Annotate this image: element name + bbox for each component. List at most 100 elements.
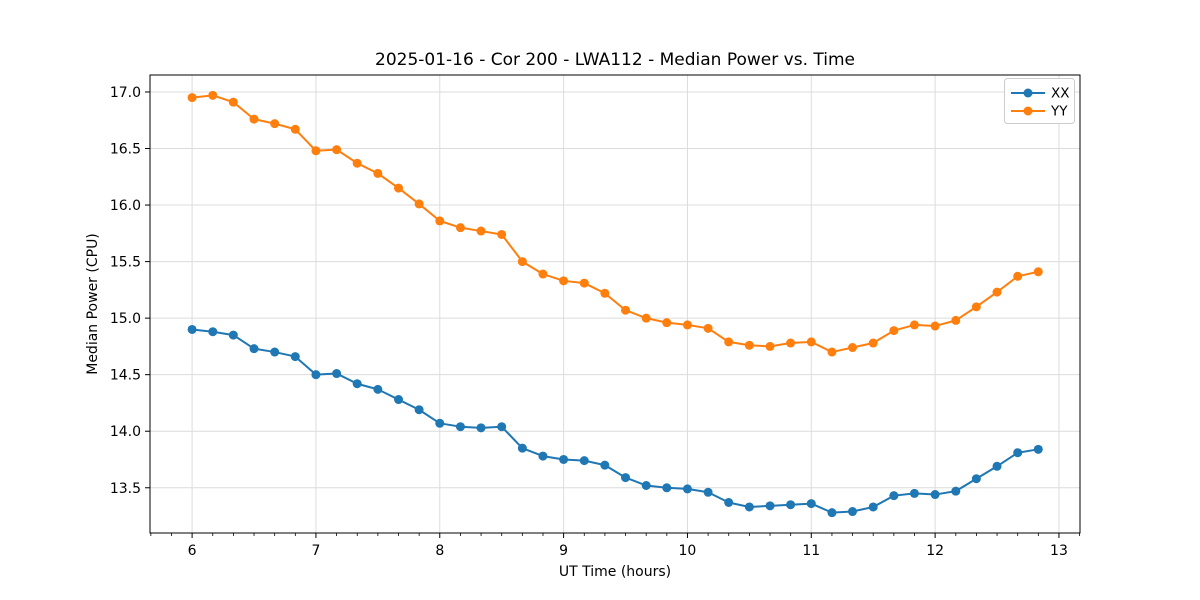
- data-point-XX: [559, 454, 569, 464]
- data-point-XX: [270, 347, 280, 357]
- data-point-YY: [827, 347, 837, 357]
- data-point-XX: [724, 497, 734, 507]
- data-point-YY: [249, 114, 259, 124]
- x-tick-label: 13: [1050, 543, 1068, 559]
- data-point-YY: [311, 146, 321, 156]
- x-tick-label: 7: [311, 543, 320, 559]
- data-point-XX: [682, 484, 692, 494]
- data-point-YY: [187, 93, 197, 103]
- data-point-XX: [290, 352, 300, 362]
- y-tick-label: 16.5: [110, 142, 141, 158]
- data-point-YY: [909, 320, 919, 330]
- data-point-YY: [765, 341, 775, 351]
- data-point-XX: [332, 369, 342, 379]
- data-point-YY: [724, 337, 734, 347]
- data-point-YY: [621, 305, 631, 315]
- data-point-XX: [414, 405, 424, 415]
- data-point-YY: [889, 326, 899, 336]
- data-series: [187, 90, 1043, 518]
- data-point-XX: [641, 481, 651, 491]
- data-point-XX: [538, 451, 548, 461]
- data-point-YY: [517, 257, 527, 267]
- y-tick-label: 15.5: [110, 255, 141, 271]
- x-tick-label: 10: [679, 543, 697, 559]
- data-point-YY: [1033, 267, 1043, 277]
- data-point-XX: [394, 395, 404, 405]
- data-point-YY: [332, 145, 342, 155]
- data-point-YY: [744, 340, 754, 350]
- data-point-YY: [641, 313, 651, 323]
- data-point-XX: [476, 423, 486, 433]
- data-point-YY: [992, 287, 1002, 297]
- series-line-YY: [191, 94, 1039, 354]
- series-line-XX: [191, 328, 1039, 514]
- data-point-XX: [848, 507, 858, 517]
- data-point-XX: [497, 422, 507, 432]
- data-point-YY: [848, 343, 858, 353]
- plot-frame: [149, 74, 1081, 534]
- data-point-XX: [806, 499, 816, 509]
- y-tick-label: 15.0: [110, 311, 141, 327]
- legend: XX YY: [1004, 78, 1075, 124]
- data-point-XX: [703, 487, 713, 497]
- data-point-YY: [662, 318, 672, 328]
- data-point-XX: [744, 502, 754, 512]
- legend-entry-label: YY: [1050, 104, 1068, 120]
- data-point-XX: [662, 483, 672, 493]
- data-point-YY: [270, 119, 280, 129]
- data-point-YY: [786, 338, 796, 348]
- data-point-YY: [951, 315, 961, 325]
- data-point-YY: [703, 323, 713, 333]
- x-tick-label: 11: [802, 543, 820, 559]
- data-point-XX: [455, 422, 465, 432]
- legend-marker-XX: [1023, 88, 1033, 98]
- data-point-XX: [971, 474, 981, 484]
- y-tick-label: 14.0: [110, 424, 141, 440]
- data-point-XX: [889, 491, 899, 501]
- data-point-XX: [930, 490, 940, 500]
- data-point-XX: [951, 486, 961, 496]
- data-point-XX: [352, 379, 362, 389]
- data-point-XX: [249, 344, 259, 354]
- y-axis-label: Median Power (CPU): [85, 233, 101, 375]
- data-point-YY: [971, 302, 981, 312]
- data-point-XX: [1013, 448, 1023, 458]
- data-point-XX: [435, 418, 445, 428]
- data-point-YY: [1013, 271, 1023, 281]
- x-tick-label: 12: [926, 543, 944, 559]
- x-tick-label: 8: [435, 543, 444, 559]
- data-point-XX: [621, 473, 631, 483]
- data-point-XX: [992, 461, 1002, 471]
- legend-marker-YY: [1023, 106, 1033, 116]
- data-point-XX: [868, 502, 878, 512]
- data-point-YY: [414, 199, 424, 209]
- data-point-YY: [868, 338, 878, 348]
- data-point-YY: [394, 183, 404, 193]
- data-point-XX: [311, 370, 321, 380]
- data-point-XX: [517, 443, 527, 453]
- legend-box: [1004, 78, 1075, 124]
- axis-ticks: 6 7 8 9 10 11 12 13 13.5 14.0 14.5 15.0 15.5 16.0 16.5…: [110, 85, 1081, 559]
- y-tick-label: 17.0: [110, 85, 141, 101]
- chart-title: 2025-01-16 - Cor 200 - LWA112 - Median P…: [375, 50, 855, 70]
- data-point-YY: [579, 278, 589, 288]
- data-point-YY: [476, 226, 486, 236]
- data-point-XX: [765, 501, 775, 511]
- data-point-YY: [497, 229, 507, 239]
- data-point-YY: [806, 337, 816, 347]
- data-point-XX: [187, 324, 197, 334]
- data-point-YY: [682, 320, 692, 330]
- y-tick-label: 13.5: [110, 481, 141, 497]
- data-point-XX: [228, 330, 238, 340]
- data-point-YY: [930, 321, 940, 331]
- data-point-YY: [559, 276, 569, 286]
- legend-entry-label: XX: [1051, 86, 1070, 102]
- x-tick-label: 6: [188, 543, 197, 559]
- y-tick-label: 16.0: [110, 198, 141, 214]
- data-point-YY: [455, 223, 465, 233]
- data-point-XX: [909, 488, 919, 498]
- y-tick-label: 14.5: [110, 368, 141, 384]
- data-point-YY: [373, 168, 383, 178]
